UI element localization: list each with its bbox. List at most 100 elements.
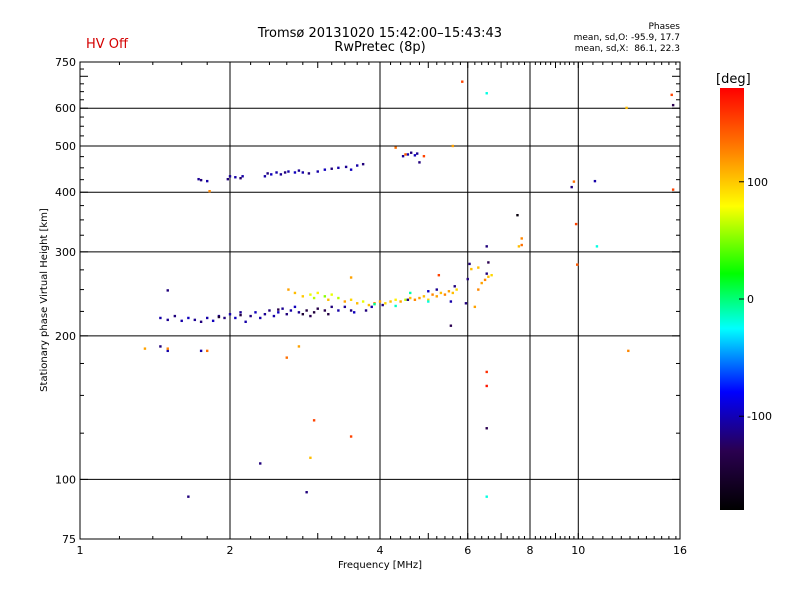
data-point — [349, 168, 353, 171]
data-point — [520, 243, 523, 247]
data-point — [254, 311, 257, 314]
data-point — [485, 370, 488, 374]
data-point — [323, 168, 327, 171]
data-point — [389, 300, 392, 303]
colorbar-tick-label: -100 — [747, 410, 772, 423]
chart-title: Tromsø 20131020 15:42:00–15:43:43 — [257, 26, 503, 41]
data-point — [199, 320, 203, 323]
data-point — [316, 170, 319, 173]
data-point — [316, 291, 319, 295]
data-point — [275, 171, 278, 174]
data-point — [301, 171, 305, 174]
data-point — [287, 170, 290, 173]
data-point — [595, 245, 599, 248]
phases-o-stats: mean, sd,O: -95.9, 17.7 — [573, 33, 680, 43]
data-point — [330, 293, 333, 296]
y-tick-label: 400 — [55, 186, 76, 199]
data-point — [268, 309, 271, 312]
data-point — [670, 93, 673, 97]
y-axis-label: Stationary phase Virtual Height [km] — [39, 208, 50, 392]
data-point — [343, 305, 347, 309]
data-point — [427, 300, 430, 303]
data-point — [166, 289, 169, 292]
data-point — [208, 189, 211, 193]
data-point — [312, 296, 316, 300]
data-point — [211, 319, 215, 323]
data-point — [281, 307, 284, 310]
data-point — [297, 345, 301, 348]
data-point — [370, 305, 373, 309]
data-point — [468, 262, 471, 266]
data-point — [466, 277, 469, 281]
data-point — [327, 312, 330, 316]
data-point — [435, 288, 438, 291]
data-point — [485, 384, 488, 388]
data-point — [239, 313, 242, 317]
colorbar-ticks: 100 0 -100 — [739, 176, 772, 423]
data-point — [199, 178, 203, 182]
data-point — [259, 462, 262, 465]
data-point — [297, 311, 301, 314]
y-tick-label: 600 — [55, 102, 76, 115]
data-point — [263, 175, 267, 178]
x-tick-label: 8 — [527, 544, 534, 557]
data-point — [404, 298, 407, 301]
data-point — [574, 222, 578, 226]
data-point — [625, 106, 628, 110]
data-point — [187, 495, 190, 498]
data-point — [289, 309, 293, 312]
data-point — [343, 300, 347, 303]
y-tick-label: 75 — [62, 533, 76, 546]
data-point — [205, 179, 209, 183]
data-point — [301, 295, 305, 298]
data-point — [480, 281, 483, 285]
data-point — [406, 298, 410, 301]
data-point — [349, 276, 353, 279]
data-point — [228, 312, 232, 316]
data-point — [464, 302, 468, 305]
data-point — [217, 315, 221, 319]
data-point — [166, 349, 169, 353]
data-point — [418, 296, 421, 300]
axis-ticks — [79, 61, 680, 540]
data-point — [249, 314, 252, 318]
data-point — [355, 302, 359, 305]
data-point — [520, 237, 523, 240]
data-point — [166, 347, 169, 350]
data-point — [449, 324, 453, 327]
data-point — [364, 309, 368, 312]
data-point — [337, 309, 340, 312]
data-point — [244, 320, 247, 323]
data-point — [307, 172, 311, 175]
data-point — [187, 316, 190, 320]
data-point — [422, 295, 426, 298]
data-point — [277, 308, 280, 311]
data-point — [435, 295, 438, 298]
data-point — [516, 214, 519, 217]
data-point — [470, 267, 473, 271]
data-point — [159, 316, 162, 320]
data-point — [394, 304, 397, 308]
data-point — [485, 272, 488, 275]
data-point — [384, 302, 387, 305]
data-point — [451, 144, 455, 148]
data-point — [234, 316, 237, 320]
data-point — [361, 300, 365, 303]
y-tick-label: 100 — [55, 473, 76, 486]
data-point — [381, 303, 384, 307]
data-point — [399, 300, 402, 303]
data-point — [166, 318, 169, 322]
y-tick-label: 500 — [55, 140, 76, 153]
data-point — [297, 169, 301, 172]
data-point — [199, 349, 203, 353]
data-point — [323, 309, 327, 312]
data-point — [367, 303, 371, 307]
data-point — [570, 185, 573, 189]
y-tick-label: 300 — [55, 246, 76, 259]
data-point — [431, 293, 434, 296]
data-point — [439, 291, 443, 295]
data-point — [485, 495, 488, 498]
data-point — [447, 290, 451, 293]
data-point — [413, 154, 417, 157]
